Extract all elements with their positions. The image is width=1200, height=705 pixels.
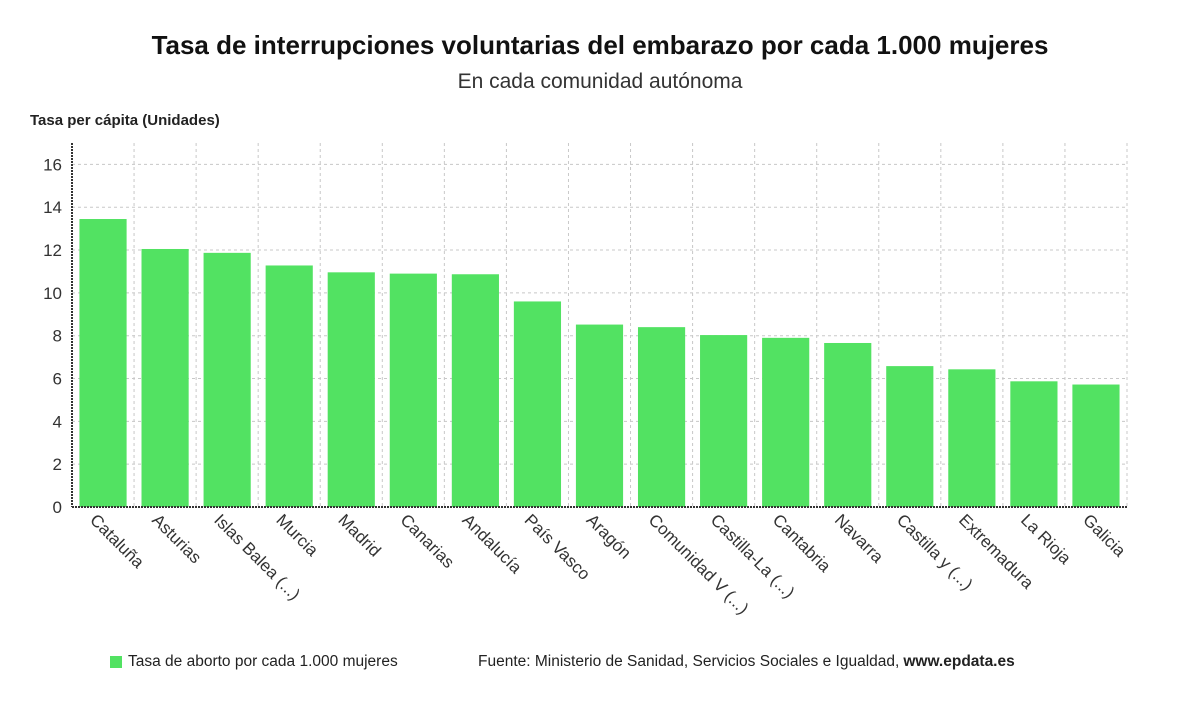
chart-title: Tasa de interrupciones voluntarias del e… [151, 30, 1049, 60]
x-tick-label: La Rioja [1017, 510, 1075, 568]
x-tick-label: Canarias [396, 510, 458, 572]
bar [948, 369, 996, 507]
x-tick-label: País Vasco [521, 510, 594, 583]
y-tick-label: 10 [43, 284, 62, 303]
bar [513, 301, 562, 507]
y-tick-label: 4 [53, 412, 62, 431]
y-tick-label: 6 [53, 370, 62, 389]
bars [79, 219, 1120, 508]
bar [141, 248, 189, 508]
bar [762, 337, 810, 507]
x-tick-label: Galicia [1079, 510, 1130, 561]
x-tick-label: Andalucía [459, 510, 526, 577]
legend: Tasa de aborto por cada 1.000 mujeres [110, 652, 398, 672]
bar [1072, 384, 1120, 507]
bar [637, 327, 686, 507]
bar [575, 324, 624, 507]
source-link[interactable]: www.epdata.es [903, 653, 1015, 670]
bar [203, 252, 251, 507]
y-tick-label: 8 [53, 327, 62, 346]
x-tick-label: Cantabria [769, 510, 835, 576]
bar [1010, 381, 1058, 507]
x-tick-label: Cataluña [86, 510, 148, 572]
x-tick-label: Navarra [831, 510, 888, 567]
y-tick-label: 12 [43, 241, 62, 260]
y-tick-label: 2 [53, 455, 62, 474]
bar [824, 342, 872, 507]
y-tick-label: 14 [43, 198, 62, 217]
y-axis-label: Tasa per cápita (Unidades) [30, 112, 220, 129]
source-text: Fuente: Ministerio de Sanidad, Servicios… [478, 653, 900, 670]
chart-subtitle: En cada comunidad autónoma [457, 70, 743, 93]
x-tick-label: Murcia [272, 510, 322, 560]
y-tick-label: 0 [53, 498, 62, 517]
x-tick-label: Madrid [334, 510, 384, 560]
y-tick-label: 16 [43, 155, 62, 174]
legend-label: Tasa de aborto por cada 1.000 mujeres [128, 653, 398, 670]
bar [886, 366, 934, 507]
x-tick-label: Asturias [148, 510, 205, 567]
bar [79, 219, 127, 507]
legend-swatch [110, 656, 122, 668]
bar [265, 265, 313, 507]
bar [700, 335, 748, 507]
x-tick-label: Aragón [583, 510, 635, 562]
bar [451, 274, 499, 507]
bar [327, 272, 375, 507]
source-note: Fuente: Ministerio de Sanidad, Servicios… [478, 652, 1015, 672]
bar [389, 273, 437, 507]
